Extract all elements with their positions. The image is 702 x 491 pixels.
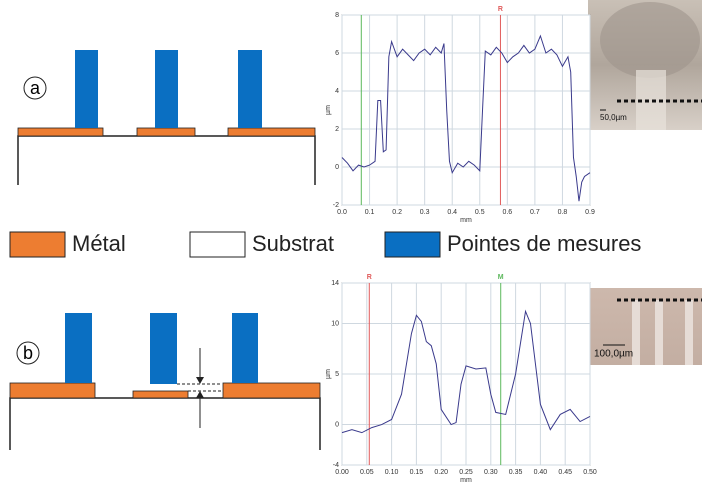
y-axis-label: µm — [325, 369, 332, 379]
y-tick-label: 5 — [335, 371, 339, 378]
probe — [150, 313, 177, 384]
metal — [222, 382, 321, 399]
scale-label: 100,0µm — [594, 349, 633, 360]
x-tick-label: 0.7 — [530, 209, 540, 216]
x-tick-label: 0.9 — [585, 209, 595, 216]
x-tick-label: 0.20 — [434, 469, 448, 476]
circle — [16, 341, 40, 365]
x-tick-label: 0.0 — [337, 209, 347, 216]
x-tick-label: 0.00 — [335, 469, 349, 476]
y-tick-label: -2 — [333, 202, 339, 209]
arrow-head — [196, 391, 204, 398]
metal — [132, 390, 189, 399]
diagram-a: a — [17, 50, 316, 185]
metal — [136, 127, 196, 137]
x-tick-label: 0.30 — [484, 469, 498, 476]
photo-b: 100,0µm — [590, 288, 702, 365]
legend-swatch — [9, 231, 66, 258]
legend-swatch — [189, 231, 246, 258]
x-tick-label: 0.40 — [534, 469, 548, 476]
x-tick-label: 0.15 — [410, 469, 424, 476]
probe — [155, 50, 178, 128]
y-tick-label: 0 — [335, 421, 339, 428]
legend: Métal Substrat Pointes de mesures — [9, 231, 641, 258]
y-tick-label: 2 — [335, 126, 339, 133]
legend-swatch — [384, 231, 441, 258]
x-tick-label: 0.5 — [475, 209, 485, 216]
legend-label: Pointes de mesures — [447, 231, 641, 256]
profile-line — [341, 34, 591, 202]
photo-a: 50,0µm — [588, 0, 702, 130]
legend-label: Substrat — [252, 231, 334, 256]
y-tick-label: 10 — [331, 320, 339, 327]
probe — [232, 313, 258, 383]
diagram-b: b — [9, 313, 321, 450]
x-tick-label: 0.25 — [459, 469, 473, 476]
metal — [227, 127, 316, 137]
x-tick-label: 0.10 — [385, 469, 399, 476]
metal — [17, 127, 104, 137]
x-axis-label: mm — [460, 217, 472, 224]
y-tick-label: 4 — [335, 88, 339, 95]
photo-detail — [600, 2, 700, 78]
x-axis-label: mm — [460, 477, 472, 484]
substrate — [9, 397, 321, 450]
y-tick-label: 0 — [335, 164, 339, 171]
y-tick-label: 8 — [335, 12, 339, 19]
probe — [75, 50, 98, 128]
panel-label: b — [23, 343, 33, 363]
profile-line — [341, 309, 591, 434]
metal — [9, 382, 96, 399]
probe — [65, 313, 92, 383]
y-tick-label: 6 — [335, 50, 339, 57]
x-tick-label: 0.50 — [583, 469, 597, 476]
photo-detail — [632, 300, 640, 365]
substrate — [17, 135, 316, 185]
y-axis-label: µm — [325, 105, 332, 115]
scale-label: 50,0µm — [600, 113, 627, 122]
marker-label: M — [498, 274, 504, 281]
legend-label: Métal — [72, 231, 126, 256]
x-tick-label: 0.6 — [502, 209, 512, 216]
x-tick-label: 0.8 — [558, 209, 568, 216]
x-tick-label: 0.05 — [360, 469, 374, 476]
panel-label: a — [30, 78, 41, 98]
probe — [238, 50, 262, 128]
photo-detail — [685, 300, 693, 365]
x-tick-label: 0.45 — [558, 469, 572, 476]
x-tick-label: 0.4 — [447, 209, 457, 216]
marker-label: R — [498, 6, 503, 13]
arrow-head — [196, 377, 204, 384]
x-tick-label: 0.35 — [509, 469, 523, 476]
y-tick-label: 14 — [331, 280, 339, 287]
x-tick-label: 0.2 — [392, 209, 402, 216]
plot-area — [341, 14, 591, 206]
circle — [23, 76, 47, 100]
y-tick-label: -4 — [333, 462, 339, 469]
x-tick-label: 0.3 — [420, 209, 430, 216]
marker-label: R — [367, 274, 372, 281]
photo-detail — [655, 300, 663, 365]
x-tick-label: 0.1 — [365, 209, 375, 216]
